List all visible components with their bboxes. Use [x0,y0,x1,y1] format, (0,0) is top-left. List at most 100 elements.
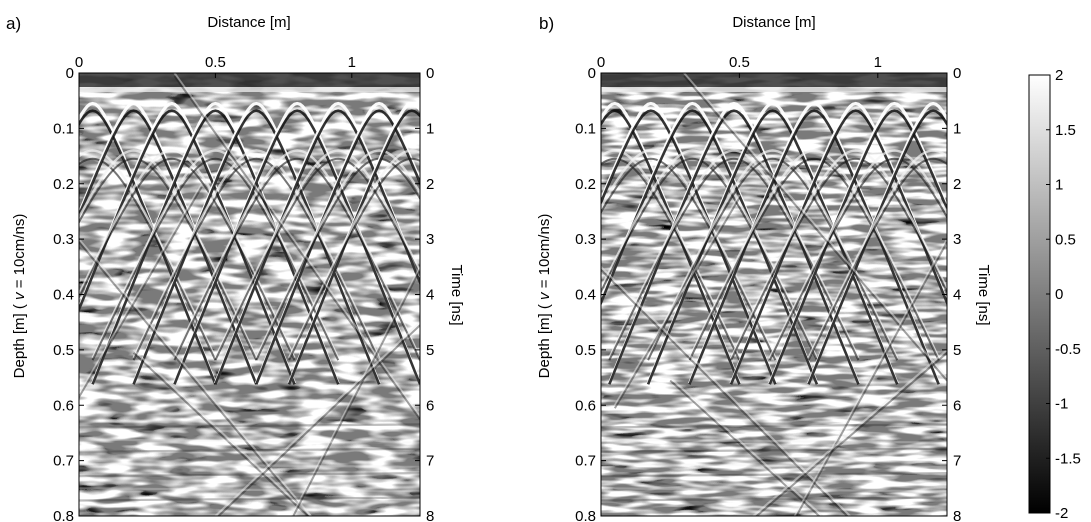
x-tick-label: 1 [348,54,356,71]
reflection-event [755,352,947,516]
depth-tick-label: 0.3 [575,231,596,248]
diffraction-hyperbola [807,149,947,359]
diffraction-hyperbola [688,149,940,359]
diffraction-hyperbola [768,149,947,359]
colorbar-ticks: 2 1.5 1 0.5 0 -0.5 -1 -1.5 -2 [1046,67,1081,522]
time-tick-label: 6 [426,397,434,414]
time-tick-label: 8 [953,508,961,522]
y-axis-title-right-b: Time [ns] [975,264,992,325]
diffraction-hyperbola [288,149,420,359]
colorbar-tick-label: 0 [1055,286,1063,303]
surface-band [79,73,420,87]
deep-reflection [79,438,420,444]
depth-tick-label: 0.3 [53,231,74,248]
diffraction-hyperbola [132,149,381,359]
reflection-event [132,349,312,516]
deep-reflection [601,487,947,493]
time-tick-label: 7 [953,453,961,470]
reflection-event [79,241,310,516]
depth-tick-label: 0.2 [575,176,596,193]
diffraction-hyperbola [601,109,819,385]
surface-band [601,73,947,87]
reflection-event [173,75,420,420]
x-tick-label: 1 [874,54,882,71]
deep-reflection [601,496,947,502]
reflection-event [683,73,947,379]
x-tick-label: 0.5 [729,54,750,71]
radargram-texture-b [601,73,947,516]
time-tick-label: 6 [953,397,961,414]
diffraction-hyperbola [173,149,420,359]
diffraction-hyperbola [173,109,420,385]
time-tick-label: 3 [953,231,961,248]
reflection-event [613,197,741,409]
deep-reflection [601,472,947,478]
deep-reflection [79,423,420,429]
diffraction-hyperbola [608,109,860,385]
deep-reflection [79,447,420,453]
diffraction-hyperbola [729,109,947,385]
depth-tick-label: 0.5 [575,342,596,359]
deep-reflection [79,496,420,502]
axis-ticks-a: 0 0.5 1 0 0.1 0.2 0.3 0.4 0.5 0.6 0.7 0.8 0 1 2 3 4 5 6 7 8 [53,54,434,522]
time-tick-label: 3 [426,231,434,248]
time-tick-label: 0 [426,65,434,82]
depth-tick-label: 0.5 [53,342,74,359]
depth-tick-label: 0.7 [53,453,74,470]
time-tick-label: 1 [426,120,434,137]
reflection-event [669,379,821,516]
depth-tick-label: 0.4 [575,287,596,304]
diffraction-hyperbola [646,109,899,385]
diffraction-hyperbola [647,157,899,361]
depth-tick-label: 0.8 [575,508,596,522]
diffraction-hyperbola [255,149,420,359]
diffraction-hyperbola [214,149,420,359]
deep-reflection [79,472,420,478]
reflection-event [752,349,947,516]
time-tick-label: 4 [953,287,961,304]
deep-reflection [601,447,947,453]
colorbar-tick-label: -0.5 [1055,341,1081,358]
depth-tick-label: 0.4 [53,287,74,304]
radargram-panel-b: b) Distance [m] 0 0.5 1 0 0.1 0.2 0.3 0.4 0.5 0.6… [536,14,992,522]
deep-reflection [601,462,947,469]
x-axis-title-a: Distance [m] [207,14,290,31]
diffraction-hyperbola [807,109,947,385]
diffraction-hyperbola [132,157,381,361]
reflection-event [669,376,824,516]
diffraction-hyperbola [688,157,940,361]
diffraction-hyperbola [255,109,420,385]
hyperbola-layer-a [79,73,420,516]
colorbar-tick-label: 1.5 [1055,122,1076,139]
diffraction-hyperbola [287,109,420,385]
time-tick-label: 2 [953,176,961,193]
reflection-event [214,321,420,516]
colorbar-tick-label: 2 [1055,67,1063,84]
depth-tick-label: 0 [66,65,74,82]
reflection-event [601,266,851,516]
y-axis-title-left-b: Depth [m] ( v = 10cm/ns) [536,214,553,379]
colorbar-tick-label: -1 [1055,396,1068,413]
reflection-event [613,194,741,406]
deep-reflection [601,423,947,429]
colorbar-tick-label: 1 [1055,177,1063,194]
reflection-event [601,269,849,516]
reflection-event [292,269,420,516]
diffraction-hyperbola [288,157,420,361]
diffraction-hyperbola [730,149,947,359]
reflection-event [290,266,420,516]
diffraction-hyperbola [688,109,940,385]
colorbar: 2 1.5 1 0.5 0 -0.5 -1 -1.5 -2 [1028,67,1081,522]
hyperbola-layer-b [601,73,947,516]
reflection-event [79,183,203,395]
diffraction-hyperbola [132,109,381,385]
depth-tick-label: 0.7 [575,453,596,470]
reflection-event [132,352,310,516]
depth-tick-label: 0.6 [575,397,596,414]
surface-band [79,87,420,92]
diffraction-hyperbola [173,157,420,361]
diffraction-hyperbola [601,149,741,359]
depth-tick-label: 0.1 [53,120,74,137]
radargram-panel-a: a) Distance [m] 0 0.5 1 0 0.1 0.2 0.3 0.4 0.5 0.6… [6,14,465,522]
